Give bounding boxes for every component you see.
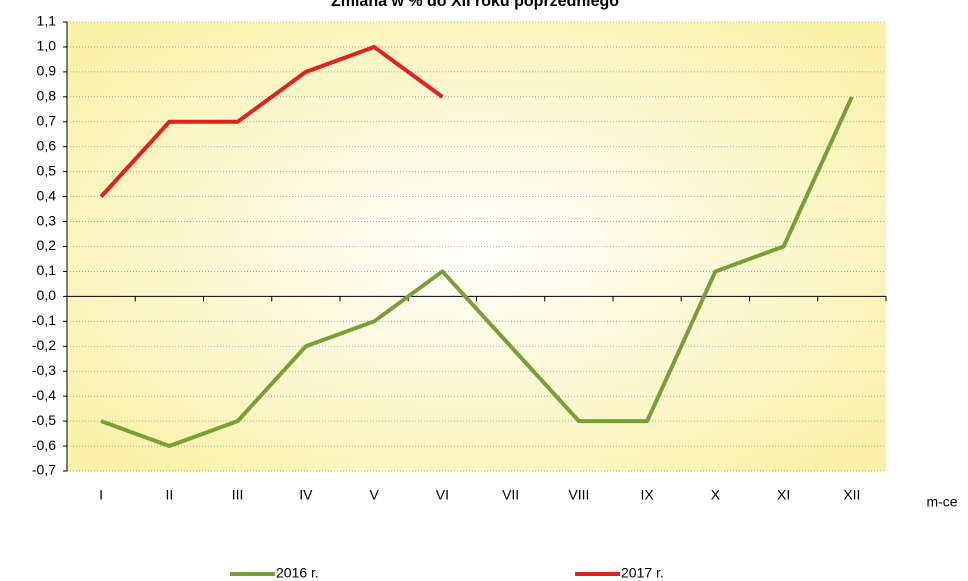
series-line	[99, 44, 444, 198]
x-tick-label: IV	[299, 487, 313, 503]
x-tick-label: XII	[843, 487, 860, 503]
x-tick-label: XI	[777, 487, 790, 503]
series-line	[100, 96, 854, 449]
y-tick-label: -0,2	[32, 337, 56, 353]
y-tick-label: -0,1	[32, 312, 56, 328]
y-tick-label: -0,3	[32, 362, 56, 378]
x-tick-label: I	[99, 487, 103, 503]
y-tick-label: 0,7	[37, 112, 57, 128]
chart-title: Zmiana w % do XII roku poprzedniego	[331, 0, 619, 10]
plot-area	[67, 22, 886, 471]
x-axis-label: m-ce	[926, 494, 957, 510]
x-tick-label: V	[369, 487, 379, 503]
x-tick-label: X	[711, 487, 721, 503]
x-tick-label: IX	[641, 487, 655, 503]
legend-label: 2016 r.	[276, 565, 319, 581]
x-tick-label: VI	[436, 487, 449, 503]
y-tick-label: 0,0	[37, 287, 57, 303]
legend-label: 2017 r.	[621, 565, 664, 581]
y-tick-label: -0,6	[32, 437, 56, 453]
y-tick-label: 0,5	[37, 162, 57, 178]
y-tick-label: 0,4	[37, 187, 57, 203]
y-tick-label: 0,6	[37, 137, 57, 153]
x-tick-label: VIII	[568, 487, 589, 503]
y-tick-label: 0,2	[37, 237, 57, 253]
y-tick-label: 0,8	[37, 88, 57, 104]
y-tick-label: 0,3	[37, 212, 57, 228]
y-tick-label: 1,0	[37, 38, 57, 54]
y-tick-label: 0,9	[37, 63, 57, 79]
x-tick-label: II	[165, 487, 173, 503]
y-tick-label: -0,7	[32, 462, 56, 478]
x-tick-label: VII	[502, 487, 519, 503]
y-tick-label: 0,1	[37, 262, 57, 278]
y-tick-label: 1,1	[37, 13, 57, 29]
y-tick-label: -0,5	[32, 412, 56, 428]
x-tick-label: III	[232, 487, 244, 503]
y-tick-label: -0,4	[32, 387, 56, 403]
